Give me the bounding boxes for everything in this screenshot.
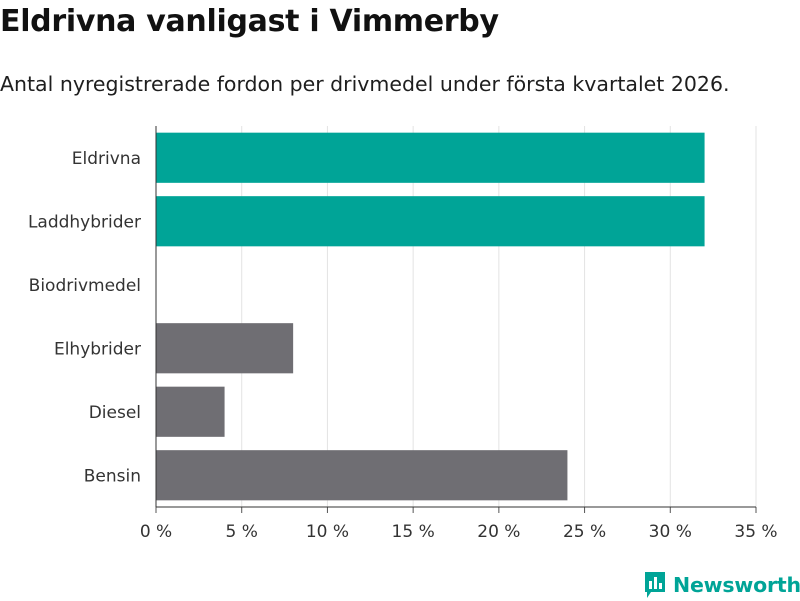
bar-diesel (156, 386, 225, 437)
gridlines (241, 126, 757, 507)
x-tick-label: 15 % (392, 522, 435, 542)
x-tick-label: 5 % (226, 522, 258, 542)
brand-logo: Newsworthy (643, 569, 800, 601)
category-labels: Eldrivna Laddhybrider Biodrivmedel Elhybrid… (28, 149, 141, 487)
category-label: Elhybrider (54, 339, 141, 359)
x-tick-label: 30 % (649, 522, 692, 542)
bar-eldrivna (156, 132, 705, 183)
x-tick-label: 10 % (306, 522, 349, 542)
category-label: Biodrivmedel (29, 276, 141, 296)
chart-title: Eldrivna vanligast i Vimmerby (0, 4, 499, 39)
bar-chart: Eldrivna Laddhybrider Biodrivmedel Elhybrid… (28, 126, 778, 542)
x-axis: 0 % 5 % 10 % 15 % 20 % 25 % 30 % 35 % (140, 126, 778, 542)
x-tick-label: 35 % (734, 522, 777, 542)
category-label: Diesel (89, 403, 141, 423)
bars (156, 132, 705, 501)
bar-laddhybrider (156, 196, 705, 247)
x-tick-label: 0 % (140, 522, 172, 542)
bar-chart-logo-icon (645, 572, 665, 598)
category-label: Laddhybrider (28, 212, 141, 232)
x-tick-label: 20 % (477, 522, 520, 542)
x-tick-label: 25 % (563, 522, 606, 542)
brand-name: Newsworthy (673, 573, 800, 597)
bar-elhybrider (156, 323, 294, 374)
chart-subtitle: Antal nyregistrerade fordon per drivmede… (0, 72, 730, 96)
category-label: Bensin (84, 466, 141, 486)
bar-bensin (156, 450, 568, 501)
category-label: Eldrivna (72, 149, 141, 169)
